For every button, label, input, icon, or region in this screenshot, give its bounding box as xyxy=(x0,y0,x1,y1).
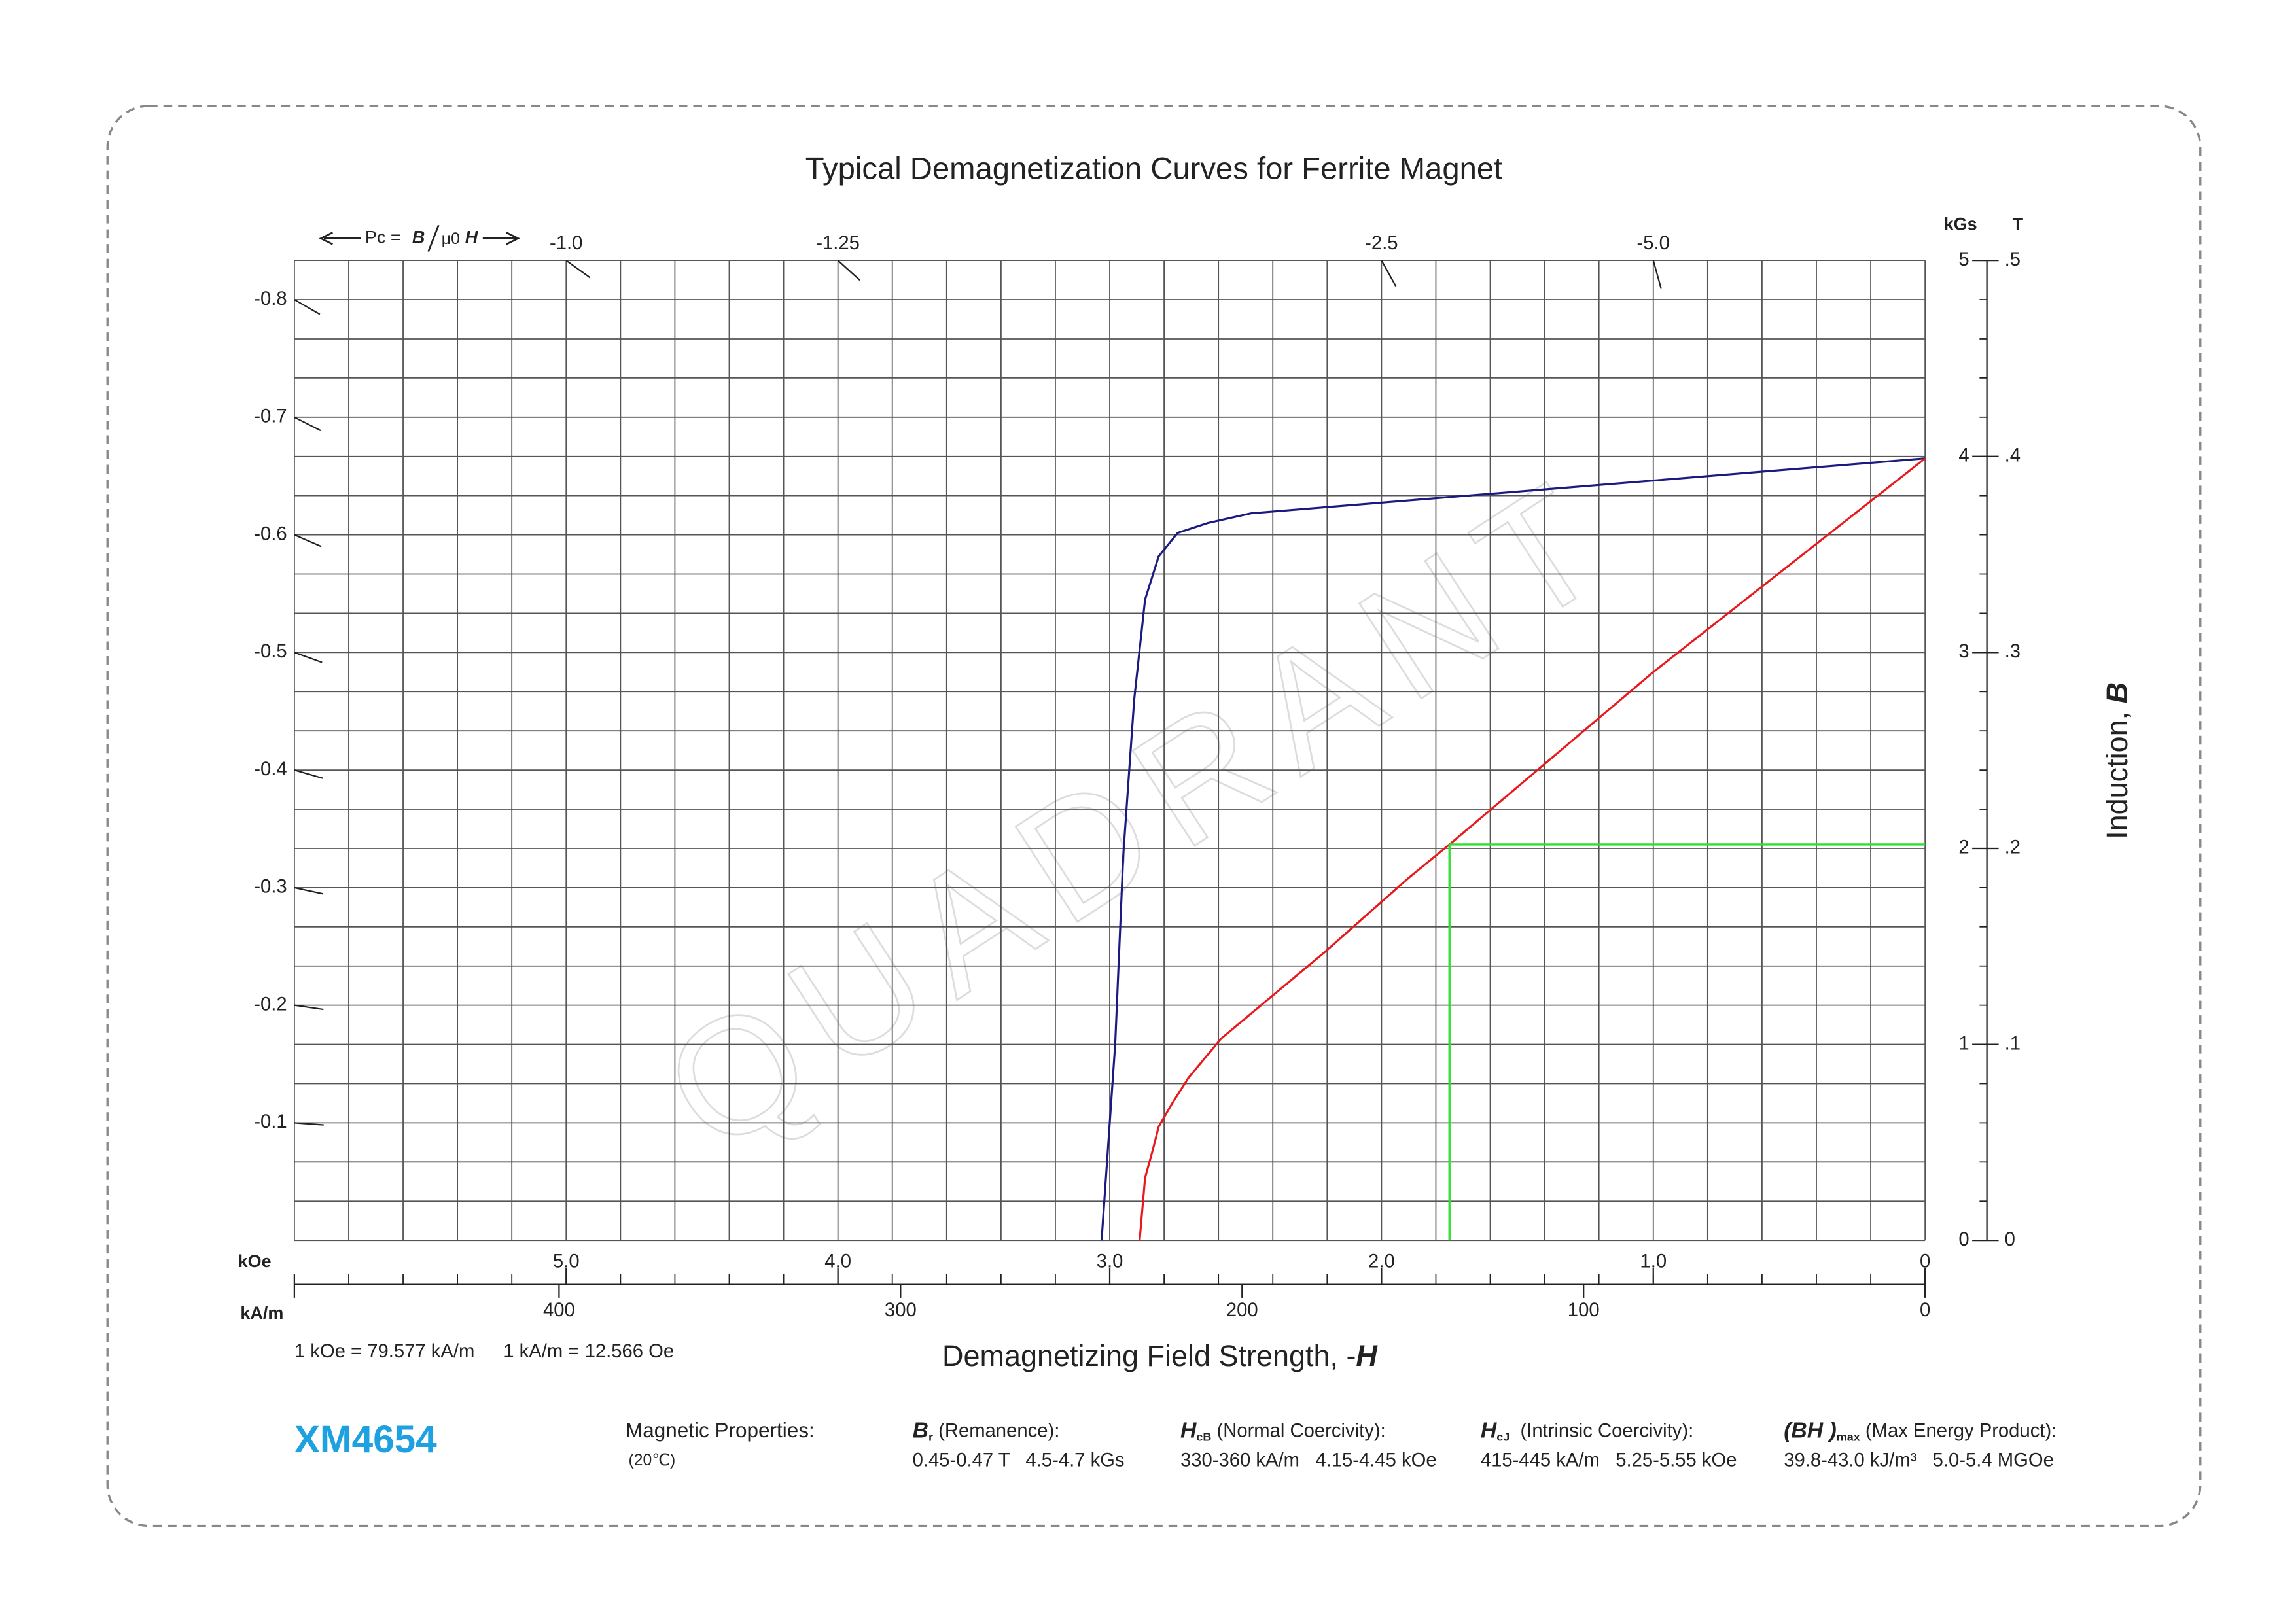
x2-unit: kA/m xyxy=(240,1303,283,1323)
property-label: HcJ (Intrinsic Coercivity): xyxy=(1481,1418,1693,1443)
pc-tick xyxy=(294,1004,324,1011)
x2-tick-label: 400 xyxy=(543,1300,575,1321)
product-code: XM4654 xyxy=(294,1418,437,1461)
pc-arrow xyxy=(482,232,520,245)
y2-unit: T xyxy=(2013,214,2024,234)
property-label: (BH )max (Max Energy Product): xyxy=(1784,1418,2057,1443)
pc-tick-label: -0.4 xyxy=(254,759,287,780)
curve xyxy=(1100,457,1926,1241)
x2-tick-label: 0 xyxy=(1920,1300,1930,1321)
pc-tick xyxy=(294,534,322,548)
watermark: QUADRANT xyxy=(634,440,1648,1187)
pc-tick-label: -0.1 xyxy=(254,1111,287,1132)
pc-tick-label: -0.6 xyxy=(254,523,287,544)
y2-tick-label: .5 xyxy=(2005,249,2021,270)
pc-tick xyxy=(294,886,324,895)
property-symbol: H xyxy=(1180,1418,1197,1442)
properties-heading: Magnetic Properties: xyxy=(626,1418,815,1442)
pc-tick xyxy=(1381,260,1397,287)
pc-tick xyxy=(294,1122,324,1126)
y2-tick-label: .4 xyxy=(2005,445,2021,466)
property-name: (Intrinsic Coercivity): xyxy=(1510,1420,1693,1441)
pc-tick xyxy=(294,769,323,779)
y-tick-label: 1 xyxy=(1958,1033,1969,1054)
y-tick-label: 5 xyxy=(1958,249,1969,270)
y-tick-label: 4 xyxy=(1958,445,1969,466)
y2-tick-label: .3 xyxy=(2005,641,2021,662)
pc-arrow xyxy=(319,232,361,245)
curve xyxy=(1139,457,1926,1241)
property-symbol: B xyxy=(913,1418,928,1442)
conversion: 1 kA/m = 12.566 Oe xyxy=(503,1341,674,1362)
pc-mid: μ0 xyxy=(442,230,460,248)
x2-tick-label: 100 xyxy=(1568,1300,1600,1321)
pc-tick-label: -5.0 xyxy=(1637,233,1670,254)
y2-tick-label: .2 xyxy=(2005,837,2021,858)
property-sub: cJ xyxy=(1496,1430,1510,1443)
y-axis-title-symbol: B xyxy=(2100,682,2134,703)
pc-tick-label: -0.8 xyxy=(254,288,287,309)
y-tick-label: 2 xyxy=(1958,837,1969,858)
pc-tick xyxy=(294,652,323,663)
pc-tick xyxy=(294,299,321,315)
property-name: (Remanence): xyxy=(933,1420,1059,1441)
y-tick-label: 0 xyxy=(1958,1229,1969,1250)
property-symbol: H xyxy=(1481,1418,1497,1442)
y-axis-title-text: Induction, xyxy=(2100,703,2134,839)
pc-prefix: Pc = xyxy=(365,228,401,247)
x2-tick-label: 300 xyxy=(885,1300,917,1321)
y-tick-label: 3 xyxy=(1958,641,1969,662)
x-axis-title-text: Demagnetizing Field Strength, - xyxy=(942,1339,1356,1372)
x-unit: kOe xyxy=(238,1251,272,1271)
pc-tick-label: -2.5 xyxy=(1365,233,1398,254)
properties-temp: (20℃) xyxy=(628,1452,675,1469)
x-axis-title-symbol: H xyxy=(1356,1339,1378,1372)
y-unit: kGs xyxy=(1944,214,1977,234)
y2-tick-label: 0 xyxy=(2005,1229,2015,1250)
pc-tick xyxy=(1652,260,1662,289)
y2-tick-label: .1 xyxy=(2005,1033,2021,1054)
property-values: 415-445 kA/m 5.25-5.55 kOe xyxy=(1481,1450,1737,1471)
pc-tick-label: -0.3 xyxy=(254,877,287,898)
pc-tick xyxy=(837,260,860,281)
pc-symbol-h: H xyxy=(465,228,478,247)
property-symbol: (BH ) xyxy=(1784,1418,1837,1442)
property-name: (Normal Coercivity): xyxy=(1211,1420,1385,1441)
x-axis-title: Demagnetizing Field Strength, -H xyxy=(942,1339,1378,1372)
property-name: (Max Energy Product): xyxy=(1860,1420,2057,1441)
pc-tick-label: -1.0 xyxy=(550,233,582,254)
pc-slash xyxy=(427,224,440,253)
property-values: 0.45-0.47 T 4.5-4.7 kGs xyxy=(913,1450,1125,1471)
property-sub: r xyxy=(928,1430,933,1443)
pc-symbol-b: B xyxy=(412,228,425,247)
y-axis-title: Induction, B xyxy=(2100,682,2134,839)
property-values: 330-360 kA/m 4.15-4.45 kOe xyxy=(1180,1450,1437,1471)
conversion: 1 kOe = 79.577 kA/m xyxy=(294,1341,474,1362)
pc-tick-label: -0.7 xyxy=(254,406,287,427)
property-sub: max xyxy=(1837,1430,1860,1443)
pc-tick xyxy=(294,416,321,432)
pc-tick-label: -0.2 xyxy=(254,994,287,1015)
property-values: 39.8-43.0 kJ/m³ 5.0-5.4 MGOe xyxy=(1784,1450,2054,1471)
pc-tick-label: -1.25 xyxy=(816,233,860,254)
frame xyxy=(106,105,2202,1527)
property-sub: cB xyxy=(1196,1430,1211,1443)
chart-title: Typical Demagnetization Curves for Ferri… xyxy=(805,151,1502,186)
pc-tick-label: -0.5 xyxy=(254,641,287,662)
x2-tick-label: 200 xyxy=(1226,1300,1258,1321)
property-label: HcB (Normal Coercivity): xyxy=(1180,1418,1386,1443)
pc-tick xyxy=(565,260,591,279)
property-label: Br (Remanence): xyxy=(913,1418,1060,1443)
x-tick-label: 0 xyxy=(1920,1251,1930,1272)
